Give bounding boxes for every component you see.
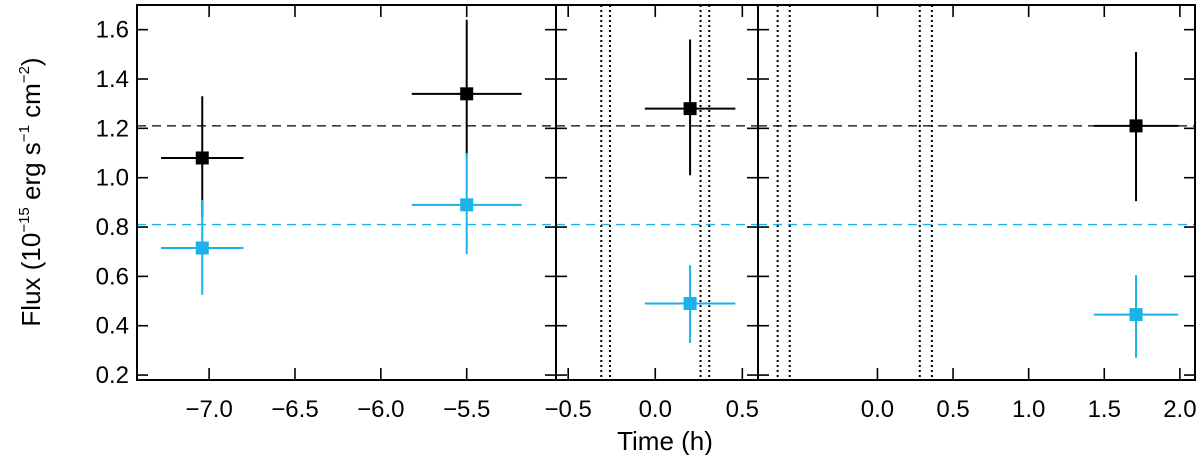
x-tick-label: 0.5 [936, 396, 969, 423]
x-tick-label: 1.0 [1012, 396, 1045, 423]
x-tick-label: −5.5 [443, 396, 490, 423]
black-data-point [460, 87, 474, 101]
y-tick-label: 1.6 [96, 17, 129, 44]
black-data-point [683, 102, 697, 116]
black-data-point [1129, 119, 1143, 133]
x-tick-label: −7.0 [185, 396, 232, 423]
cyan-data-point [683, 297, 697, 311]
x-tick-label: −0.5 [544, 396, 591, 423]
y-tick-label: 0.8 [96, 214, 129, 241]
y-axis-title-exp3: −2 [16, 66, 33, 83]
panel-frame [555, 4, 759, 381]
y-axis-title-mid2: cm [16, 83, 46, 125]
panel-frame [136, 4, 557, 381]
y-tick-label: 1.4 [96, 66, 129, 93]
y-axis-title-prefix: Flux (10 [16, 233, 46, 327]
x-tick-label: −6.0 [357, 396, 404, 423]
y-tick-label: 1.0 [96, 165, 129, 192]
y-tick-label: 1.2 [96, 115, 129, 142]
y-tick-label: 0.4 [96, 313, 129, 340]
x-tick-label: 0.5 [726, 396, 759, 423]
cyan-data-point [460, 198, 474, 212]
x-tick-label: 0.0 [639, 396, 672, 423]
cyan-data-point [1129, 308, 1143, 322]
x-tick-label: −6.5 [271, 396, 318, 423]
y-axis-title-exp1: −15 [16, 207, 33, 232]
y-axis-title-mid1: erg s [16, 142, 46, 207]
y-tick-label: 0.2 [96, 362, 129, 389]
cyan-data-point [195, 241, 209, 255]
y-tick-label: 0.6 [96, 263, 129, 290]
x-tick-label: 2.0 [1163, 396, 1196, 423]
x-tick-label: 0.0 [861, 396, 894, 423]
black-data-point [195, 151, 209, 165]
y-axis-title-suffix: ) [16, 57, 46, 66]
panel-frame [757, 4, 1196, 381]
y-axis-title-exp2: −1 [16, 125, 33, 142]
x-axis-title: Time (h) [617, 426, 713, 455]
y-axis-title: Flux (10−15 erg s−1 cm−2) [16, 57, 46, 326]
x-tick-label: 1.5 [1088, 396, 1121, 423]
